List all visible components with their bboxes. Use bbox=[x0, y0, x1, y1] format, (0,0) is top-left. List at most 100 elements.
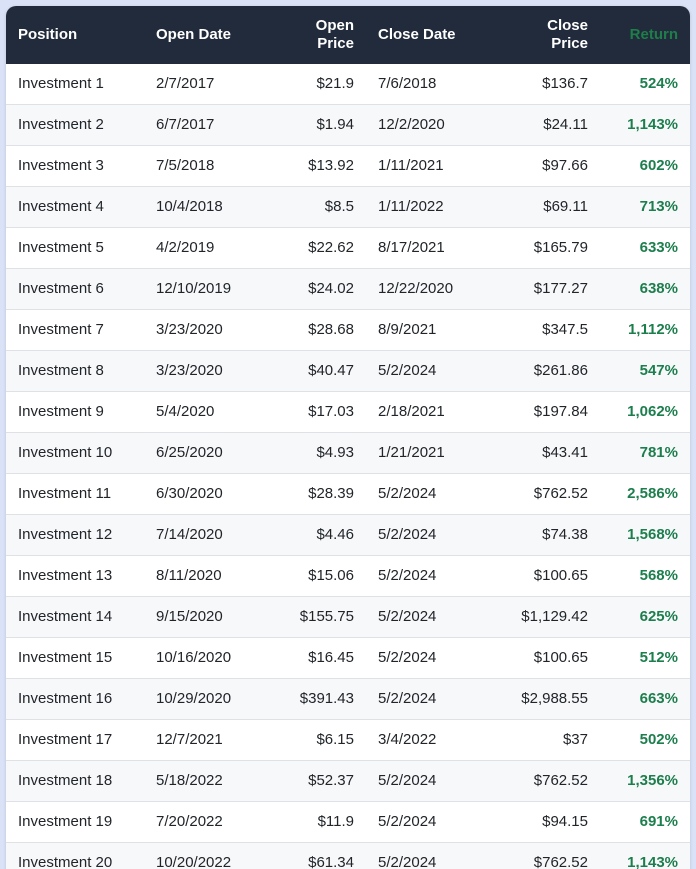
table-row: Investment 18 5/18/2022 $52.37 5/2/2024 $762… bbox=[6, 760, 690, 802]
table-row: Investment 6 12/10/2019 $24.02 12/22/2020 $1… bbox=[6, 268, 690, 310]
table-row: Investment 2 6/7/2017 $1.94 12/2/2020 $24.11… bbox=[6, 104, 690, 146]
cell-return: 568% bbox=[600, 555, 690, 597]
cell-open-price: $6.15 bbox=[278, 719, 366, 761]
cell-open-date: 8/11/2020 bbox=[144, 555, 278, 597]
cell-open-price: $4.93 bbox=[278, 432, 366, 474]
cell-return: 625% bbox=[600, 596, 690, 638]
cell-position: Investment 20 bbox=[6, 842, 144, 869]
cell-return: 1,356% bbox=[600, 760, 690, 802]
cell-return: 713% bbox=[600, 186, 690, 228]
cell-close-price: $762.52 bbox=[500, 473, 600, 515]
table-row: Investment 15 10/16/2020 $16.45 5/2/2024 $10… bbox=[6, 637, 690, 679]
cell-close-date: 12/2/2020 bbox=[366, 104, 500, 146]
cell-open-price: $155.75 bbox=[278, 596, 366, 638]
cell-position: Investment 8 bbox=[6, 350, 144, 392]
cell-close-price: $347.5 bbox=[500, 309, 600, 351]
cell-open-date: 4/2/2019 bbox=[144, 227, 278, 269]
cell-close-price: $177.27 bbox=[500, 268, 600, 310]
cell-open-price: $22.62 bbox=[278, 227, 366, 269]
cell-close-price: $69.11 bbox=[500, 186, 600, 228]
table-row: Investment 10 6/25/2020 $4.93 1/21/2021 $43.… bbox=[6, 432, 690, 474]
cell-open-price: $391.43 bbox=[278, 678, 366, 720]
cell-close-date: 5/2/2024 bbox=[366, 596, 500, 638]
column-header-position: Position bbox=[6, 6, 144, 64]
cell-open-date: 3/23/2020 bbox=[144, 309, 278, 351]
cell-open-price: $1.94 bbox=[278, 104, 366, 146]
cell-close-price: $24.11 bbox=[500, 104, 600, 146]
cell-open-price: $40.47 bbox=[278, 350, 366, 392]
cell-return: 524% bbox=[639, 75, 678, 92]
cell-open-date: 5/4/2020 bbox=[144, 391, 278, 433]
column-header-close-price: Close Price bbox=[500, 6, 600, 64]
table-header-row: Position Open Date Open Price Close Date Clo… bbox=[6, 6, 690, 64]
cell-close-date: 1/21/2021 bbox=[366, 432, 500, 474]
cell-position: Investment 10 bbox=[6, 432, 144, 474]
table-row: Investment 8 3/23/2020 $40.47 5/2/2024 $261.… bbox=[6, 350, 690, 392]
cell-return: 502% bbox=[600, 719, 690, 761]
cell-close-price: $1,129.42 bbox=[500, 596, 600, 638]
table-row: Investment 16 10/29/2020 $391.43 5/2/2024 $2… bbox=[6, 678, 690, 720]
cell-close-date: 8/9/2021 bbox=[366, 309, 500, 351]
table-row: Investment 13 8/11/2020 $15.06 5/2/2024 $100… bbox=[6, 555, 690, 597]
cell-open-price: $4.46 bbox=[278, 514, 366, 556]
table-row: Investment 3 7/5/2018 $13.92 1/11/2021 $97.6… bbox=[6, 145, 690, 187]
cell-close-date: 5/2/2024 bbox=[366, 760, 500, 802]
cell-close-date: 8/17/2021 bbox=[366, 227, 500, 269]
cell-position: Investment 11 bbox=[6, 473, 144, 515]
cell-close-date: 5/2/2024 bbox=[366, 842, 500, 869]
cell-close-date: 5/2/2024 bbox=[366, 555, 500, 597]
cell-close-price: $100.65 bbox=[500, 637, 600, 679]
cell-position: Investment 7 bbox=[6, 309, 144, 351]
cell-open-date: 12/7/2021 bbox=[144, 719, 278, 761]
cell-close-date: 5/2/2024 bbox=[366, 801, 500, 843]
cell-return: 1,112% bbox=[600, 309, 690, 351]
cell-close-date: 5/2/2024 bbox=[366, 350, 500, 392]
cell-open-price: $52.37 bbox=[278, 760, 366, 802]
table-row: Investment 4 10/4/2018 $8.5 1/11/2022 $69.11… bbox=[6, 186, 690, 228]
cell-position: Investment 13 bbox=[6, 555, 144, 597]
cell-close-price: $97.66 bbox=[500, 145, 600, 187]
cell-open-date: 9/15/2020 bbox=[144, 596, 278, 638]
cell-close-price: $43.41 bbox=[500, 432, 600, 474]
cell-open-date: 2/7/2017 bbox=[156, 75, 215, 92]
table-row: Investment 9 5/4/2020 $17.03 2/18/2021 $197.… bbox=[6, 391, 690, 433]
cell-close-price: $762.52 bbox=[500, 842, 600, 869]
cell-open-date: 6/25/2020 bbox=[144, 432, 278, 474]
cell-return: 1,143% bbox=[600, 104, 690, 146]
cell-close-price: $94.15 bbox=[500, 801, 600, 843]
cell-close-price: $165.79 bbox=[500, 227, 600, 269]
cell-position: Investment 16 bbox=[6, 678, 144, 720]
table-body: Investment 1 2/7/2017 $21.9 7/6/2018 $136.7 5… bbox=[6, 64, 690, 869]
cell-close-price: $100.65 bbox=[500, 555, 600, 597]
cell-return: 1,062% bbox=[600, 391, 690, 433]
cell-close-date: 7/6/2018 bbox=[378, 75, 437, 92]
cell-open-date: 10/16/2020 bbox=[144, 637, 278, 679]
investments-table-card: Position Open Date Open Price Close Date Clo… bbox=[6, 6, 690, 869]
cell-return: 547% bbox=[600, 350, 690, 392]
cell-return: 2,586% bbox=[600, 473, 690, 515]
cell-position: Investment 17 bbox=[6, 719, 144, 761]
cell-close-date: 1/11/2022 bbox=[366, 186, 500, 228]
cell-open-price: $17.03 bbox=[278, 391, 366, 433]
cell-open-price: $8.5 bbox=[278, 186, 366, 228]
cell-open-price: $16.45 bbox=[278, 637, 366, 679]
cell-open-date: 7/5/2018 bbox=[144, 145, 278, 187]
table-row: Investment 5 4/2/2019 $22.62 8/17/2021 $165.… bbox=[6, 227, 690, 269]
cell-position: Investment 9 bbox=[6, 391, 144, 433]
cell-return: 781% bbox=[600, 432, 690, 474]
cell-open-date: 10/20/2022 bbox=[144, 842, 278, 869]
cell-return: 1,568% bbox=[600, 514, 690, 556]
cell-open-date: 6/30/2020 bbox=[144, 473, 278, 515]
cell-position: Investment 14 bbox=[6, 596, 144, 638]
cell-close-price: $762.52 bbox=[500, 760, 600, 802]
cell-position: Investment 19 bbox=[6, 801, 144, 843]
cell-open-date: 3/23/2020 bbox=[144, 350, 278, 392]
cell-position: Investment 15 bbox=[6, 637, 144, 679]
table-row: Investment 20 10/20/2022 $61.34 5/2/2024 $76… bbox=[6, 842, 690, 869]
column-header-return: Return bbox=[600, 6, 690, 64]
cell-return: 602% bbox=[600, 145, 690, 187]
table-row: Investment 11 6/30/2020 $28.39 5/2/2024 $762… bbox=[6, 473, 690, 515]
cell-open-date: 5/18/2022 bbox=[144, 760, 278, 802]
cell-close-price: $197.84 bbox=[500, 391, 600, 433]
cell-open-date: 10/29/2020 bbox=[144, 678, 278, 720]
